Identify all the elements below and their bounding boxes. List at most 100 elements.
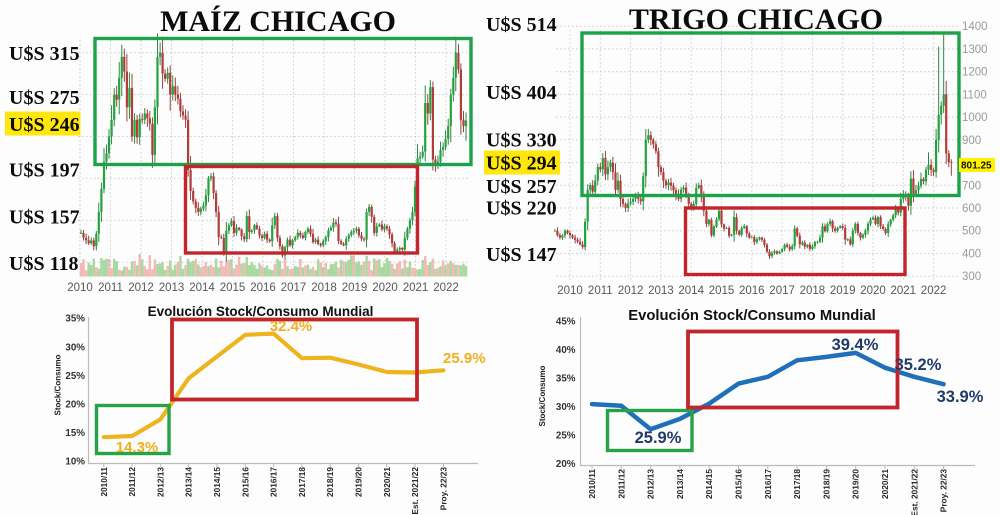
svg-text:2019: 2019 [342,282,368,294]
svg-text:14.3%: 14.3% [116,439,159,456]
svg-text:35.2%: 35.2% [895,356,942,374]
svg-text:2013/14: 2013/14 [675,469,685,499]
svg-text:2020/21: 2020/21 [880,469,890,499]
svg-text:35%: 35% [65,314,85,325]
svg-text:500: 500 [962,226,981,238]
svg-text:2015: 2015 [220,282,246,294]
svg-text:1400: 1400 [962,21,988,33]
svg-text:2019/20: 2019/20 [851,469,861,499]
svg-text:700: 700 [962,180,981,192]
svg-text:35%: 35% [556,373,576,384]
svg-text:25.9%: 25.9% [635,429,682,447]
svg-text:Stock/Consumo: Stock/Consumo [538,365,547,426]
svg-text:U$S 294: U$S 294 [486,153,557,175]
svg-text:40%: 40% [556,345,576,356]
svg-text:2014: 2014 [189,282,215,294]
svg-text:2011/12: 2011/12 [127,467,137,497]
svg-text:30%: 30% [556,402,576,413]
svg-text:1200: 1200 [962,67,988,79]
svg-text:2010/11: 2010/11 [99,467,109,497]
svg-text:U$S 118: U$S 118 [9,253,78,275]
svg-text:TRIGO CHICAGO: TRIGO CHICAGO [629,3,883,36]
svg-text:2012/13: 2012/13 [155,467,165,497]
svg-text:Proy. 22/23: Proy. 22/23 [438,467,448,511]
svg-text:2014/15: 2014/15 [704,469,714,499]
svg-text:2021: 2021 [891,285,917,297]
svg-text:25%: 25% [65,371,85,382]
svg-text:33.9%: 33.9% [937,388,984,406]
svg-text:2018/19: 2018/19 [821,469,831,499]
svg-text:25.9%: 25.9% [443,350,486,367]
svg-text:U$S 147: U$S 147 [486,244,557,266]
svg-text:2013: 2013 [159,282,185,294]
svg-text:Evolución Stock/Consumo Mundia: Evolución Stock/Consumo Mundial [148,304,374,319]
svg-text:32.4%: 32.4% [270,318,313,335]
svg-text:2018: 2018 [800,285,826,297]
svg-text:2014: 2014 [678,285,704,297]
svg-text:1300: 1300 [962,44,988,56]
svg-text:Proy. 22/23: Proy. 22/23 [939,469,949,513]
svg-text:2017/18: 2017/18 [792,469,802,499]
svg-text:2015/16: 2015/16 [734,469,744,499]
svg-text:2014/15: 2014/15 [212,467,222,497]
svg-text:2010: 2010 [557,285,583,297]
svg-text:Evolución Stock/Consumo Mundia: Evolución Stock/Consumo Mundial [628,308,875,324]
svg-text:2022: 2022 [921,285,947,297]
svg-text:400: 400 [962,249,981,261]
svg-text:U$S 157: U$S 157 [9,206,80,228]
svg-text:2016/17: 2016/17 [269,467,279,497]
svg-text:2010: 2010 [67,282,93,294]
svg-text:2021: 2021 [403,282,429,294]
svg-text:801.25: 801.25 [961,161,992,172]
svg-text:MAÍZ CHICAGO: MAÍZ CHICAGO [160,5,396,38]
svg-text:15%: 15% [65,428,85,439]
svg-text:2016/17: 2016/17 [763,469,773,499]
svg-text:900: 900 [962,135,981,147]
svg-text:U$S 275: U$S 275 [9,87,80,109]
svg-text:45%: 45% [556,317,576,328]
svg-text:600: 600 [962,203,981,215]
svg-text:Est. 2021/22: Est. 2021/22 [909,469,919,515]
svg-text:2015: 2015 [709,285,735,297]
svg-text:20%: 20% [65,400,85,411]
svg-text:U$S 246: U$S 246 [9,114,80,136]
svg-text:2013: 2013 [648,285,674,297]
svg-text:2020/21: 2020/21 [382,467,392,497]
svg-text:2019: 2019 [830,285,856,297]
svg-text:2012/13: 2012/13 [646,469,656,499]
svg-text:1100: 1100 [962,89,987,101]
svg-text:30%: 30% [65,342,85,353]
svg-text:U$S 404: U$S 404 [486,82,557,104]
svg-text:2011/12: 2011/12 [616,469,626,499]
svg-text:2011: 2011 [98,282,123,294]
svg-text:2017: 2017 [281,282,307,294]
svg-text:2017: 2017 [769,285,795,297]
svg-text:2015/16: 2015/16 [240,467,250,497]
svg-text:2020: 2020 [372,282,398,294]
svg-text:U$S 330: U$S 330 [486,129,557,151]
svg-text:U$S 220: U$S 220 [486,198,557,220]
svg-text:39.4%: 39.4% [832,336,879,354]
svg-text:2020: 2020 [860,285,886,297]
svg-text:2019/20: 2019/20 [354,467,364,497]
svg-text:300: 300 [962,271,981,283]
svg-text:U$S 315: U$S 315 [9,43,80,65]
svg-text:2022: 2022 [433,282,459,294]
svg-text:2012: 2012 [618,285,644,297]
svg-text:2011: 2011 [588,285,613,297]
svg-text:Stock/Consumo: Stock/Consumo [54,354,63,415]
svg-text:2013/14: 2013/14 [184,467,194,497]
svg-text:2012: 2012 [128,282,154,294]
svg-text:Est. 2021/22: Est. 2021/22 [410,467,420,515]
svg-text:10%: 10% [65,457,85,468]
svg-text:U$S 514: U$S 514 [486,14,557,36]
svg-text:2016: 2016 [739,285,765,297]
svg-text:2018/19: 2018/19 [325,467,335,497]
svg-text:2017/18: 2017/18 [297,467,307,497]
svg-text:2010/11: 2010/11 [587,469,597,499]
svg-text:25%: 25% [556,430,576,441]
svg-text:2018: 2018 [311,282,337,294]
svg-text:1000: 1000 [962,112,988,124]
svg-text:2016: 2016 [250,282,276,294]
svg-text:U$S 257: U$S 257 [486,176,557,198]
